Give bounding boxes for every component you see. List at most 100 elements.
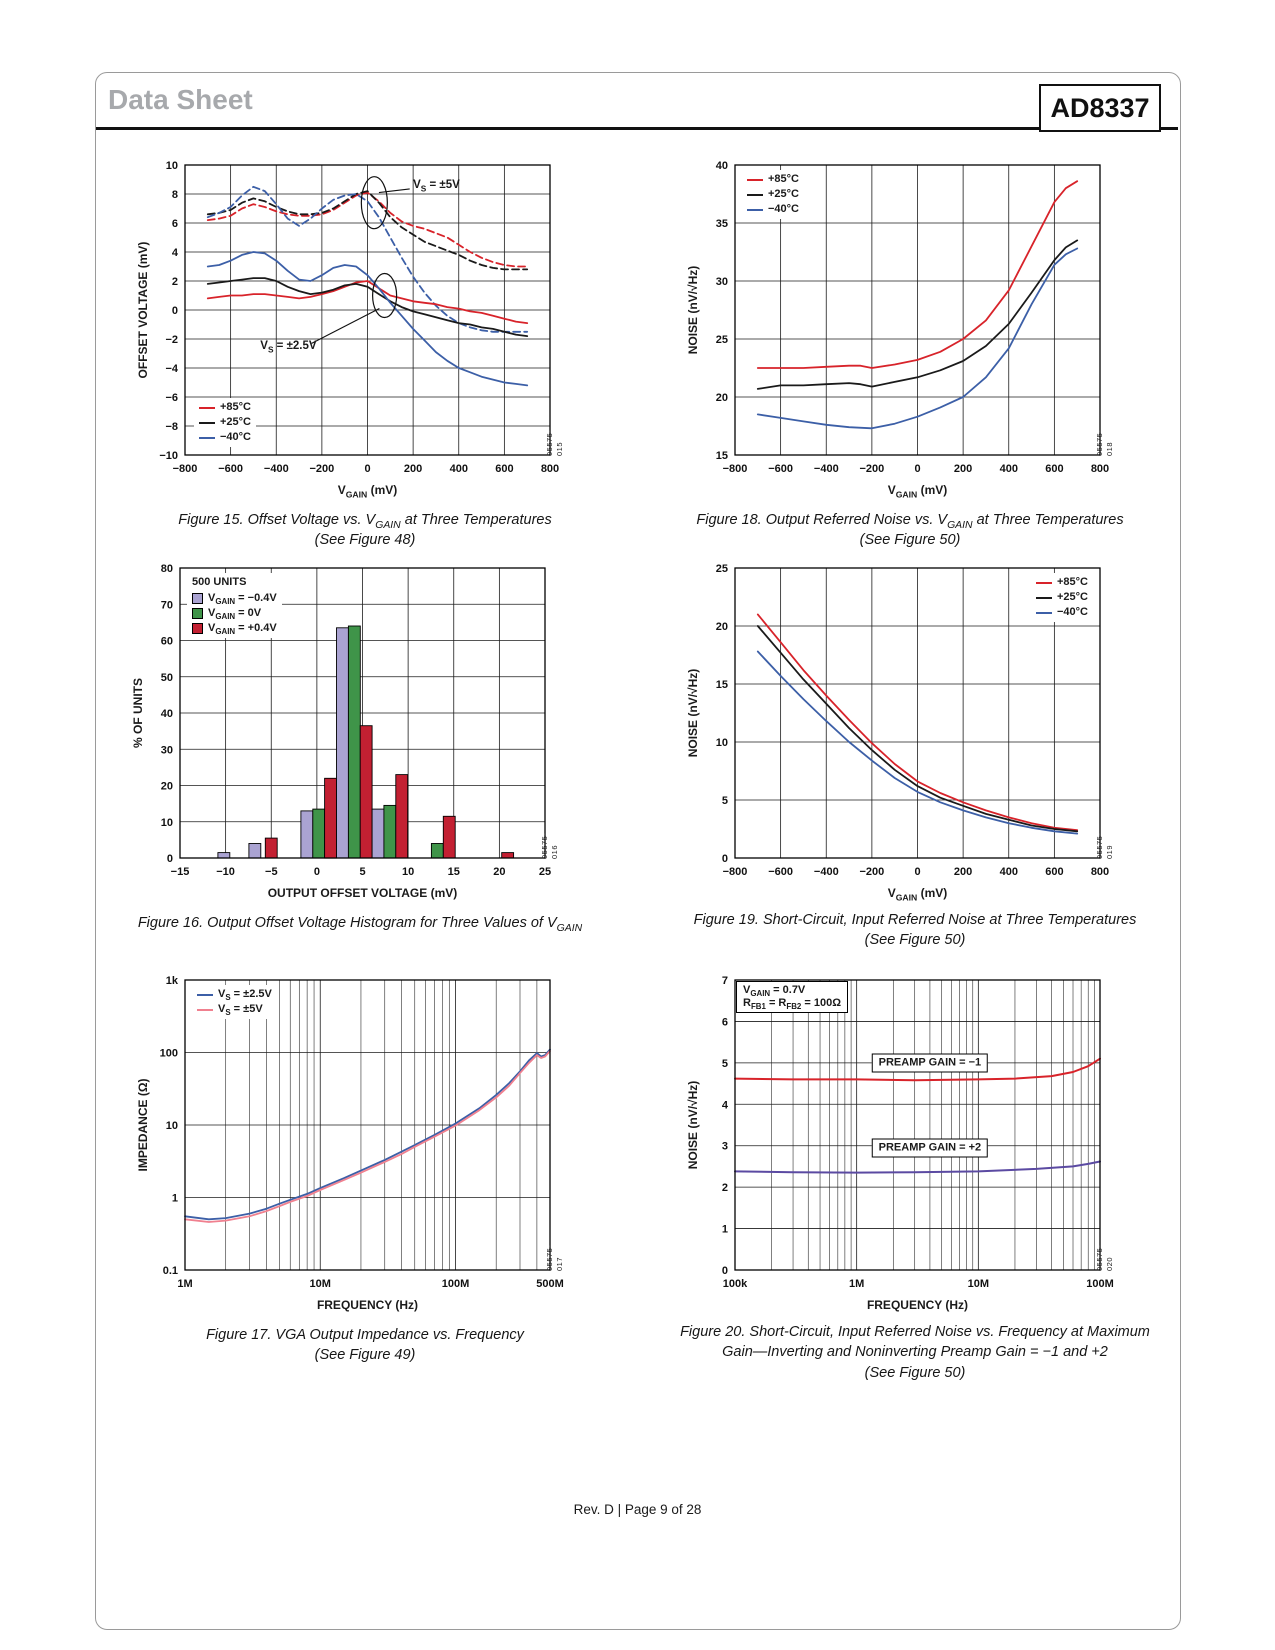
x-tick-label: −5 bbox=[265, 866, 278, 878]
legend-line-sample bbox=[199, 436, 215, 439]
x-tick-label: 600 bbox=[1045, 463, 1063, 475]
legend: +85°C +25°C −40°C bbox=[742, 170, 805, 219]
chart-canvas: −800 −600 −400 −200 0 200 400 600 800 0 5 10 15 20 25 bbox=[716, 563, 1109, 878]
x-axis-label: VGAIN (mV) bbox=[337, 483, 398, 500]
histogram-bar bbox=[324, 777, 337, 859]
legend-item: VS = ±2.5V bbox=[197, 987, 272, 1002]
legend-item: +85°C bbox=[1035, 575, 1088, 590]
x-tick-label: 800 bbox=[1091, 463, 1109, 475]
x-tick-label: −400 bbox=[264, 463, 289, 475]
callout-ellipse bbox=[360, 176, 388, 230]
figure-18-caption: Figure 18. Output Referred Noise vs. VGA… bbox=[696, 512, 1124, 549]
y-tick-label: 10 bbox=[161, 817, 173, 829]
figure-17-chart: 1M 10M 100M 500M 0.1 1 10 100 1k IMPEDANCE (Ω) FRE… bbox=[110, 968, 580, 1325]
chart-canvas: −800 −600 −400 −200 0 200 400 600 800 15 20 25 30 35 4… bbox=[716, 160, 1109, 475]
x-tick-label: −600 bbox=[768, 866, 793, 878]
y-tick-label: −8 bbox=[165, 421, 178, 433]
x-tick-label: 600 bbox=[495, 463, 513, 475]
figure-16-chart: −15 −10 −5 0 5 10 15 20 25 0 10 20 30 40 50 60 70 80 % OF … bbox=[105, 556, 575, 913]
y-tick-label: 10 bbox=[166, 1120, 178, 1132]
legend-item: +25°C bbox=[199, 415, 251, 430]
y-tick-label: 70 bbox=[161, 599, 173, 611]
legend-label: −40°C bbox=[220, 431, 252, 443]
page-border bbox=[95, 72, 1181, 1630]
legend-line-sample bbox=[1035, 581, 1052, 584]
legend-label: +85°C bbox=[220, 401, 252, 413]
legend-item: +85°C bbox=[747, 172, 799, 187]
chart-canvas: −800 −600 −400 −200 0 200 400 600 800 −10 −8 −6 −4 −2… bbox=[159, 160, 559, 475]
y-axis-label: NOISE (nV/√Hz) bbox=[686, 668, 700, 758]
legend-line-sample bbox=[199, 406, 215, 409]
histogram-bar bbox=[264, 837, 278, 859]
chart-canvas: 100k 1M 10M 100M 0 1 2 3 4 5 6 7 bbox=[722, 975, 1114, 1290]
x-tick-label: 100M bbox=[1086, 1278, 1114, 1290]
callout-line bbox=[378, 188, 410, 194]
plot-border bbox=[734, 567, 1101, 859]
legend-line-sample bbox=[747, 193, 763, 196]
x-tick-label: −600 bbox=[768, 463, 793, 475]
x-tick-label: 800 bbox=[541, 463, 559, 475]
series-line bbox=[184, 1048, 551, 1221]
legend-line-sample bbox=[747, 208, 763, 211]
figure-20-caption: Figure 20. Short-Circuit, Input Referred… bbox=[680, 1324, 1150, 1381]
x-tick-label: 0 bbox=[314, 866, 320, 878]
legend-label: +25°C bbox=[1056, 591, 1088, 603]
y-tick-label: 15 bbox=[716, 679, 728, 691]
y-axis-label: NOISE (nV/√Hz) bbox=[686, 265, 700, 355]
y-tick-label: 0 bbox=[722, 1265, 728, 1277]
y-tick-label: 1k bbox=[166, 975, 179, 987]
legend-label: VGAIN = 0V bbox=[208, 607, 262, 622]
legend-item: VGAIN = −0.4V bbox=[192, 591, 277, 606]
header-rule bbox=[96, 127, 1178, 130]
x-tick-label: 10M bbox=[309, 1278, 330, 1290]
series-line bbox=[756, 650, 1079, 835]
legend: 500 UNITS VGAIN = −0.4V VGAIN = 0V VGAIN = … bbox=[187, 573, 282, 638]
y-tick-label: 6 bbox=[722, 1016, 728, 1028]
x-tick-label: 100k bbox=[723, 1278, 748, 1290]
x-axis-label: OUTPUT OFFSET VOLTAGE (mV) bbox=[267, 886, 458, 900]
series-line bbox=[206, 190, 529, 271]
x-tick-label: −600 bbox=[218, 463, 243, 475]
x-axis-label: FREQUENCY (Hz) bbox=[316, 1298, 419, 1312]
legend-line-sample bbox=[199, 421, 215, 424]
x-tick-label: 1M bbox=[849, 1278, 864, 1290]
legend-label: +25°C bbox=[768, 188, 800, 200]
series-line bbox=[206, 251, 529, 387]
y-tick-label: 35 bbox=[716, 218, 728, 230]
x-tick-label: 15 bbox=[448, 866, 460, 878]
x-tick-label: 600 bbox=[1045, 866, 1063, 878]
x-tick-label: 20 bbox=[493, 866, 505, 878]
y-tick-label: 15 bbox=[716, 450, 728, 462]
callout-line bbox=[311, 308, 380, 344]
plot-border bbox=[734, 164, 1101, 456]
x-tick-label: 200 bbox=[954, 463, 972, 475]
plot-label-box: VGAIN = 0.7V RFB1 = RFB2 = 100Ω bbox=[736, 981, 849, 1013]
part-number-box: AD8337 bbox=[1039, 84, 1161, 132]
y-tick-label: 80 bbox=[161, 563, 173, 575]
series-line bbox=[206, 277, 529, 337]
chart-canvas: 1M 10M 100M 500M 0.1 1 10 100 1k bbox=[160, 975, 564, 1290]
series-line bbox=[206, 280, 529, 324]
y-axis-label: % OF UNITS bbox=[131, 678, 145, 749]
x-tick-label: 200 bbox=[954, 866, 972, 878]
legend: VS = ±2.5V VS = ±5V bbox=[192, 985, 277, 1019]
x-axis-label: FREQUENCY (Hz) bbox=[866, 1298, 969, 1312]
y-tick-label: 0 bbox=[167, 853, 173, 865]
figure-18-chart: −800 −600 −400 −200 0 200 400 600 800 15 20 25 30 35 4… bbox=[660, 153, 1130, 510]
y-tick-label: 3 bbox=[722, 1141, 728, 1153]
figure-20-chart: 100k 1M 10M 100M 0 1 2 3 4 5 6 7 NOISE (nV/√Hz) FREQU… bbox=[660, 968, 1130, 1325]
figure-code: 05575-019 bbox=[1095, 832, 1114, 859]
figure-15-caption: Figure 15. Offset Voltage vs. VGAIN at T… bbox=[178, 512, 552, 549]
plot-border bbox=[734, 979, 1101, 1271]
histogram-bar bbox=[501, 852, 515, 859]
legend-swatch bbox=[192, 608, 203, 619]
legend-item: −40°C bbox=[747, 202, 799, 217]
legend-swatch bbox=[192, 623, 203, 634]
legend-line-sample bbox=[197, 1008, 213, 1011]
x-tick-label: −10 bbox=[216, 866, 235, 878]
y-tick-label: −6 bbox=[165, 392, 178, 404]
series-line bbox=[756, 247, 1079, 430]
y-tick-label: 1 bbox=[172, 1193, 178, 1205]
legend-label: −40°C bbox=[768, 203, 800, 215]
histogram-bar bbox=[430, 843, 444, 859]
